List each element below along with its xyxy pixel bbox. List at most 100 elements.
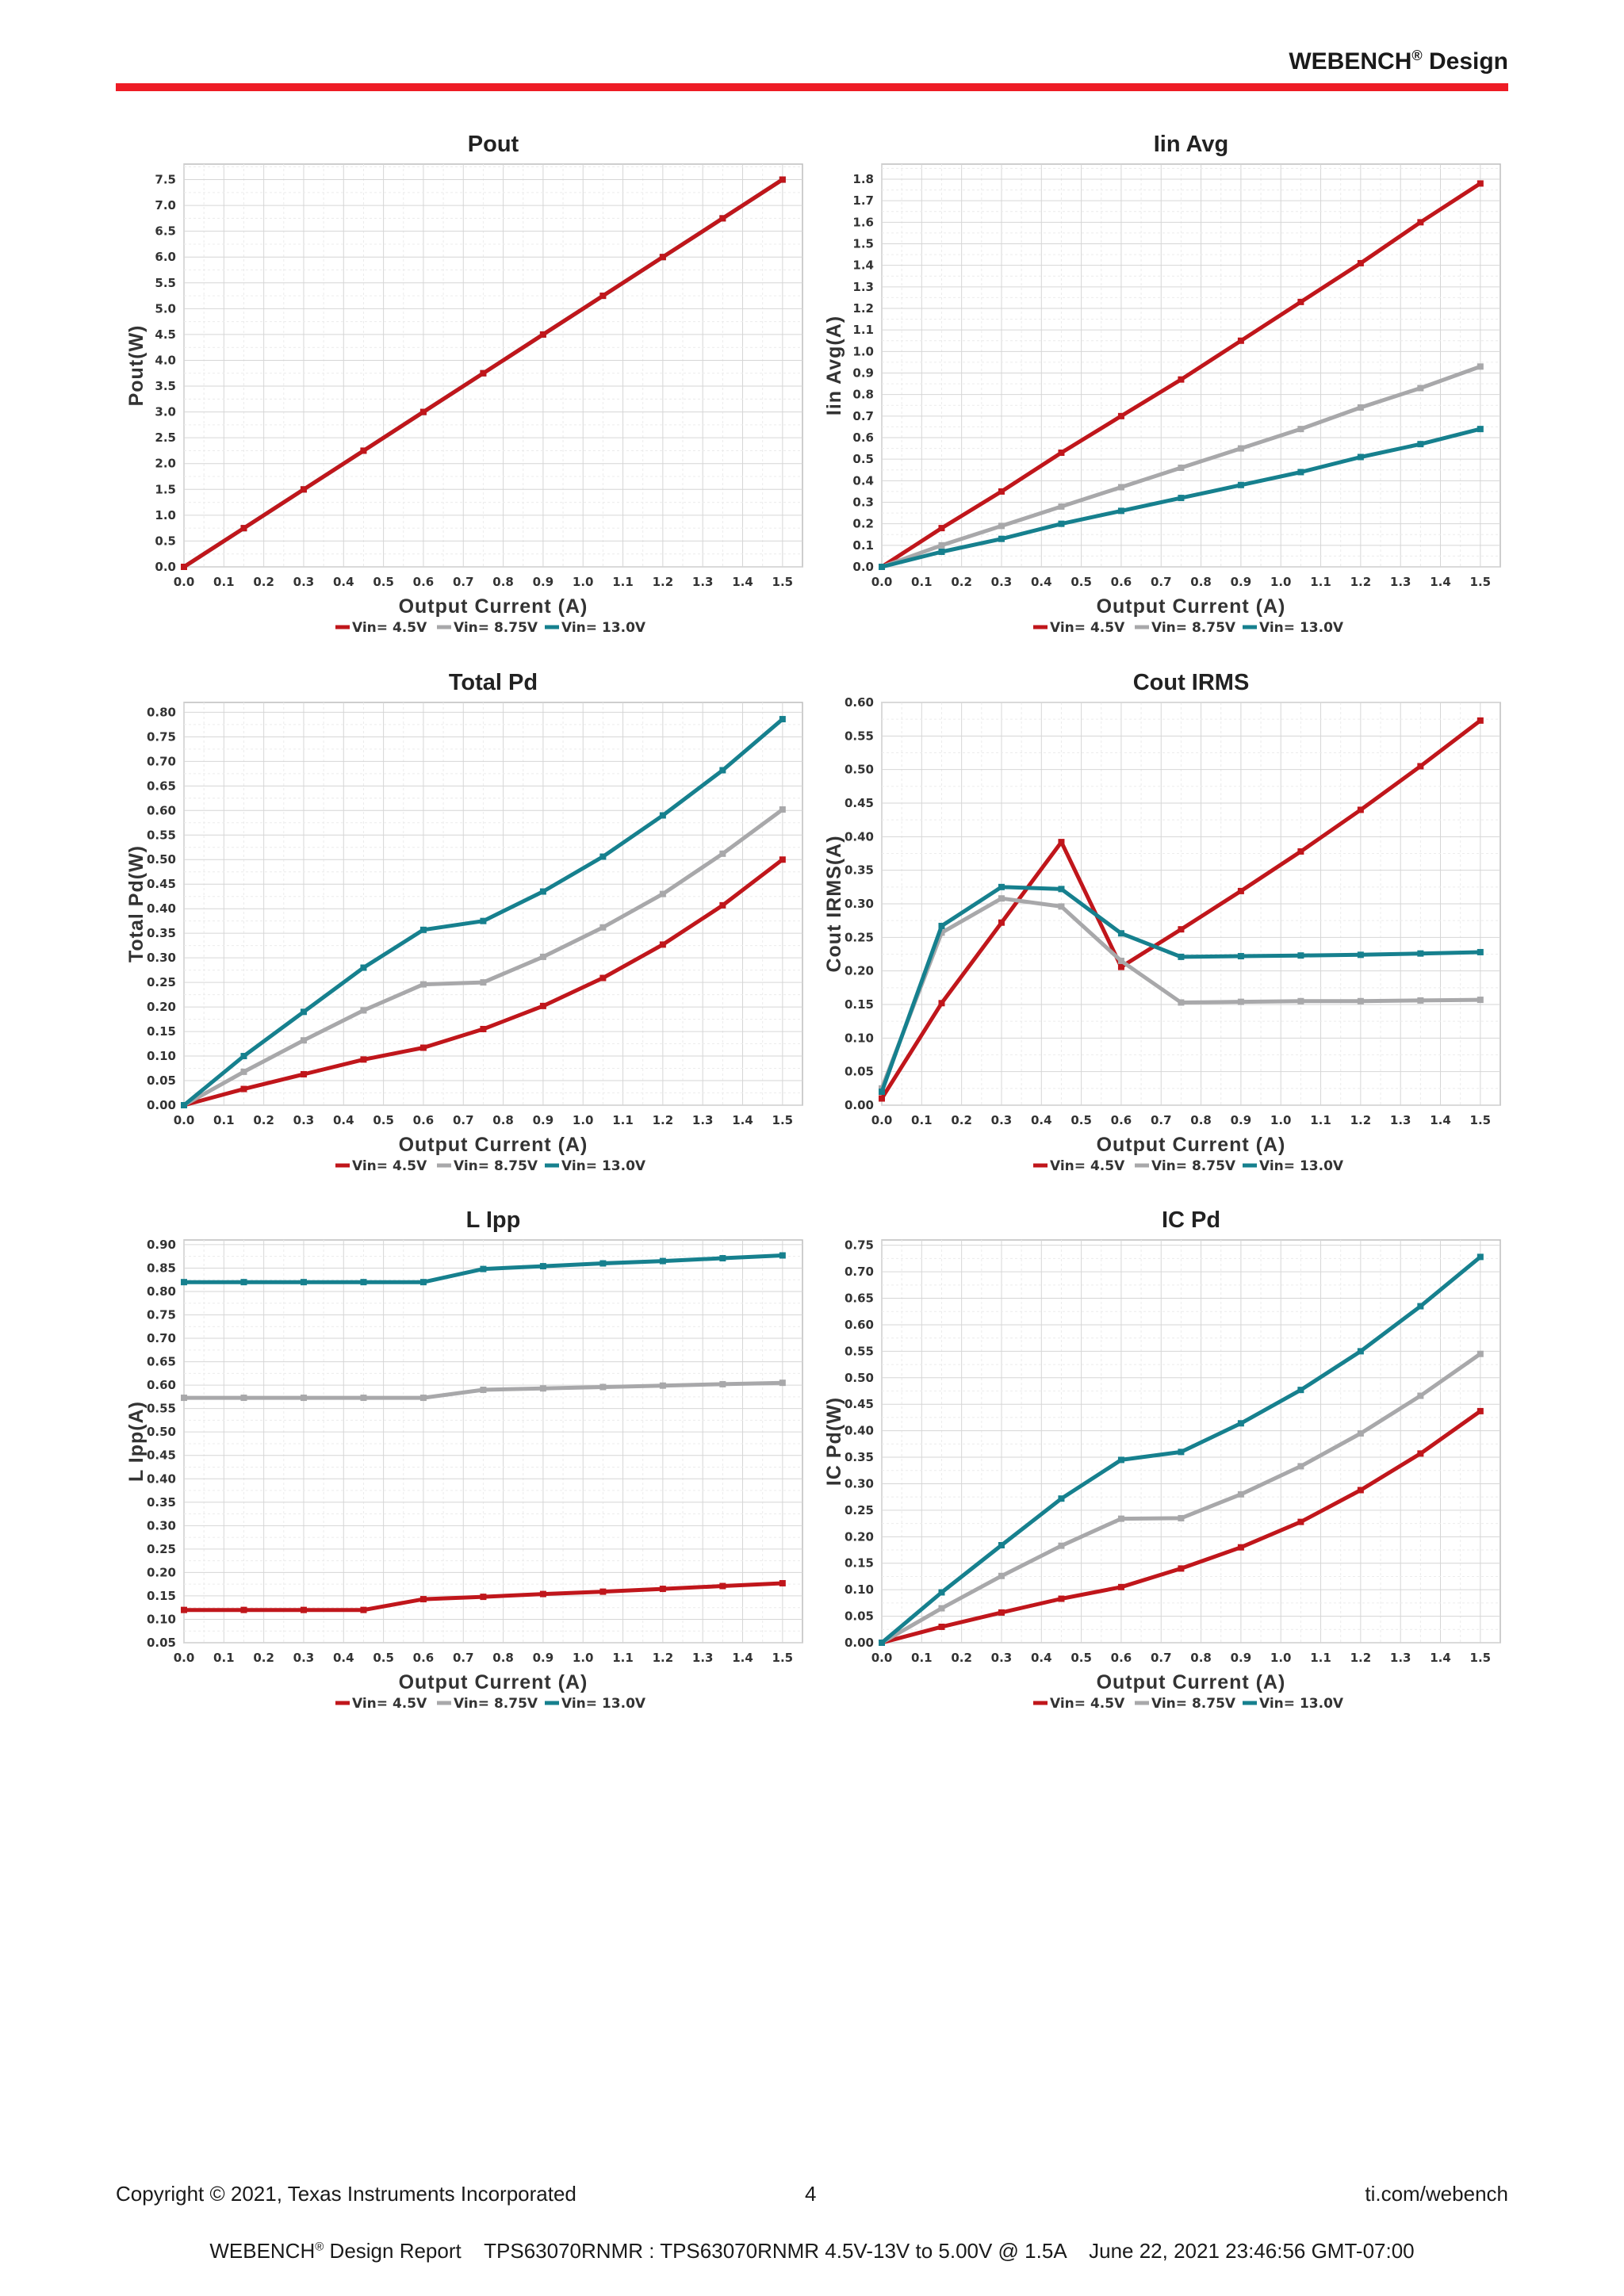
ic-pd-y-tick-label: 0.25 <box>845 1503 874 1517</box>
cout-irms-x-tick-label: 0.6 <box>1111 1113 1132 1127</box>
iin-avg-data-point-vin-8-75v <box>1237 445 1244 452</box>
total-pd-data-point-vin-8-75v <box>719 850 726 857</box>
pout-data-point-vin-4-5v <box>480 369 487 377</box>
cout-irms-data-point-vin-8-75v <box>1357 997 1364 1004</box>
total-pd-plot-area <box>183 702 803 1106</box>
iin-avg-x-tick-label: 1.3 <box>1390 575 1411 589</box>
chart-panel-total-pd: Total Pd 0.0 0.1 0.2 0.3 0.4 0.5 0.6 0.7 0.8 0.9 1.… <box>95 661 809 1200</box>
l-ipp-data-point-vin-8-75v <box>719 1380 726 1387</box>
ic-pd-legend-label: Vin= 4.5V <box>1050 1696 1125 1712</box>
ic-pd-x-tick-label: 1.3 <box>1390 1651 1411 1665</box>
total-pd-data-point-vin-4-5v <box>240 1085 247 1093</box>
total-pd-data-point-vin-13-0v <box>300 1008 307 1016</box>
l-ipp-data-point-vin-13-0v <box>659 1257 666 1265</box>
l-ipp-data-point-vin-4-5v <box>539 1590 546 1598</box>
cout-irms-x-tick-label: 1.3 <box>1390 1113 1411 1127</box>
cout-irms-y-axis-label: Cout IRMS(A) <box>823 835 845 972</box>
cout-irms-chart-title: Cout IRMS <box>1133 670 1250 695</box>
l-ipp-data-point-vin-8-75v <box>419 1395 427 1402</box>
iin-avg-data-point-vin-8-75v <box>1178 465 1185 472</box>
total-pd-x-axis-label: Output Current (A) <box>399 1134 588 1156</box>
iin-avg-data-point-vin-13-0v <box>1357 453 1364 461</box>
ic-pd-data-point-vin-13-0v <box>1357 1348 1364 1355</box>
total-pd-legend-label: Vin= 13.0V <box>561 1158 646 1174</box>
iin-avg-x-tick-label: 0.2 <box>951 575 972 589</box>
ic-pd-data-point-vin-13-0v <box>938 1589 945 1596</box>
iin-avg-legend-label: Vin= 4.5V <box>1050 620 1125 636</box>
cout-irms-x-tick-label: 1.4 <box>1430 1113 1451 1127</box>
total-pd-data-point-vin-4-5v <box>599 974 607 982</box>
cout-irms-data-point-vin-8-75v <box>1058 903 1065 910</box>
ic-pd-data-point-vin-13-0v <box>1297 1387 1304 1394</box>
pout-y-tick-label: 4.5 <box>155 327 176 342</box>
total-pd-data-point-vin-8-75v <box>480 979 487 986</box>
iin-avg-x-tick-label: 0.4 <box>1031 575 1052 589</box>
l-ipp-data-point-vin-4-5v <box>419 1596 427 1603</box>
l-ipp-data-point-vin-4-5v <box>240 1606 247 1613</box>
cout-irms-data-point-vin-8-75v <box>1178 999 1185 1006</box>
pout-data-point-vin-4-5v <box>300 486 307 493</box>
l-ipp-data-point-vin-8-75v <box>300 1395 307 1402</box>
pout-y-tick-label: 6.0 <box>155 250 176 264</box>
pout-chart-title: Pout <box>468 132 519 157</box>
chart-panel-pout: Pout 0.0 0.1 0.2 0.3 0.4 0.5 0.6 0.7 0.8 0.9 1.0 1.1… <box>95 123 809 662</box>
pout-legend-label: Vin= 4.5V <box>352 620 427 636</box>
pout-x-tick-label: 1.0 <box>573 575 594 589</box>
l-ipp-data-point-vin-4-5v <box>300 1606 307 1613</box>
l-ipp-data-point-vin-8-75v <box>659 1382 666 1389</box>
chart-svg-cout-irms: Cout IRMS 0.0 0.1 0.2 0.3 0.4 0.5 0.6 0.7 0.8 0.9 1… <box>823 670 1501 1174</box>
cout-irms-data-point-vin-8-75v <box>1477 997 1484 1004</box>
pout-x-tick-label: 0.8 <box>492 575 514 589</box>
iin-avg-data-point-vin-13-0v <box>1117 507 1124 515</box>
total-pd-y-tick-label: 0.00 <box>147 1098 176 1112</box>
pout-x-tick-label: 0.6 <box>413 575 435 589</box>
iin-avg-y-tick-label: 0.8 <box>852 388 874 402</box>
pout-x-tick-label: 0.4 <box>333 575 354 589</box>
l-ipp-y-tick-label: 0.70 <box>147 1331 176 1345</box>
pout-x-axis-label: Output Current (A) <box>399 595 588 618</box>
total-pd-x-tick-label: 0.8 <box>492 1113 514 1127</box>
cout-irms-data-point-vin-4-5v <box>1357 806 1364 813</box>
chart-panel-ic-pd: IC Pd 0.0 0.1 0.2 0.3 0.4 0.5 0.6 0.7 0.8 0.9 1.0 1.… <box>793 1199 1507 1738</box>
l-ipp-y-tick-label: 0.50 <box>147 1425 176 1439</box>
ic-pd-data-point-vin-8-75v <box>1297 1463 1304 1470</box>
iin-avg-x-tick-label: 0.7 <box>1151 575 1172 589</box>
cout-irms-data-point-vin-8-75v <box>1417 997 1424 1004</box>
header-brand-suffix: Design <box>1428 48 1508 75</box>
pout-legend-label: Vin= 8.75V <box>454 620 538 636</box>
l-ipp-x-tick-label: 0.6 <box>413 1651 435 1665</box>
ic-pd-chart-title: IC Pd <box>1162 1207 1220 1233</box>
chart-svg-iin-avg: Iin Avg 0.0 0.1 0.2 0.3 0.4 0.5 0.6 0.7 0.8 0.9 1.0… <box>823 132 1501 636</box>
total-pd-x-tick-label: 1.2 <box>653 1113 674 1127</box>
ic-pd-x-tick-label: 0.9 <box>1231 1651 1252 1665</box>
l-ipp-y-tick-label: 0.75 <box>147 1308 176 1322</box>
iin-avg-y-tick-label: 0.5 <box>852 452 874 466</box>
l-ipp-x-tick-label: 0.5 <box>373 1651 394 1665</box>
cout-irms-x-tick-label: 1.5 <box>1470 1113 1492 1127</box>
footer-page-number: 4 <box>805 2182 817 2206</box>
iin-avg-x-axis-label: Output Current (A) <box>1097 595 1286 618</box>
pout-x-tick-label: 0.0 <box>174 575 195 589</box>
ic-pd-y-tick-label: 0.55 <box>845 1344 874 1358</box>
pout-y-tick-label: 2.0 <box>155 457 176 471</box>
ic-pd-y-tick-label: 0.70 <box>845 1265 874 1279</box>
l-ipp-data-point-vin-4-5v <box>360 1606 367 1613</box>
total-pd-data-point-vin-13-0v <box>480 917 487 924</box>
iin-avg-x-tick-label: 1.4 <box>1430 575 1451 589</box>
ic-pd-y-tick-label: 0.45 <box>845 1397 874 1411</box>
pout-y-tick-label: 7.0 <box>155 198 176 212</box>
l-ipp-data-point-vin-8-75v <box>480 1387 487 1394</box>
iin-avg-chart-title: Iin Avg <box>1154 132 1229 157</box>
footer-site-link[interactable]: ti.com/webench <box>1365 2182 1508 2206</box>
iin-avg-y-tick-label: 1.3 <box>852 280 874 294</box>
iin-avg-data-point-vin-8-75v <box>938 541 945 549</box>
cout-irms-data-point-vin-13-0v <box>998 883 1005 890</box>
chart-panel-cout-irms: Cout IRMS 0.0 0.1 0.2 0.3 0.4 0.5 0.6 0.7 0.8 0.9 1… <box>793 661 1507 1200</box>
l-ipp-legend-label: Vin= 8.75V <box>454 1696 538 1712</box>
l-ipp-y-tick-label: 0.60 <box>147 1378 176 1392</box>
cout-irms-y-tick-label: 0.20 <box>845 964 874 978</box>
l-ipp-y-axis-label: L Ipp(A) <box>125 1401 147 1482</box>
total-pd-data-point-vin-8-75v <box>300 1037 307 1044</box>
ic-pd-y-tick-label: 0.60 <box>845 1318 874 1332</box>
iin-avg-x-tick-label: 0.9 <box>1231 575 1252 589</box>
